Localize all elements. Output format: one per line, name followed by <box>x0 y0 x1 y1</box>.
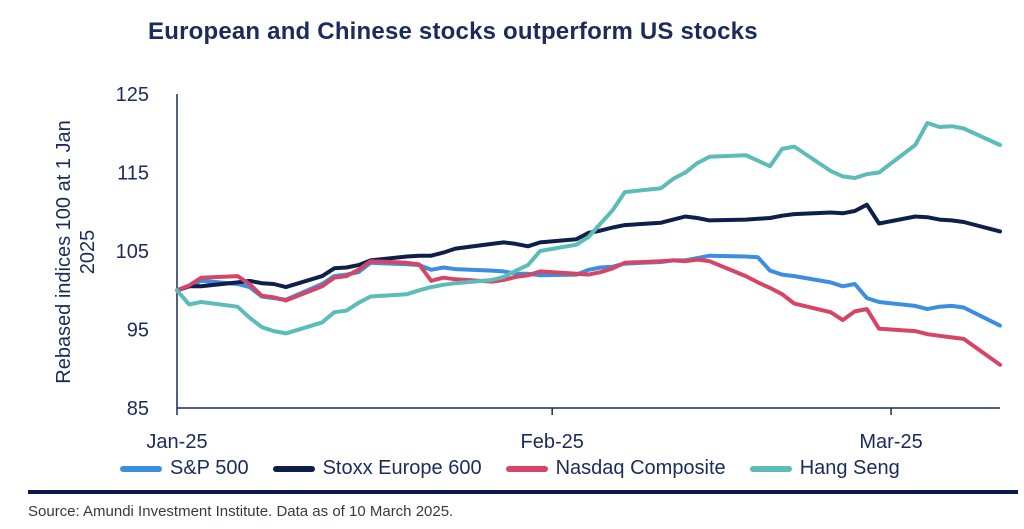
series-line-stoxx-europe-600 <box>175 202 1002 293</box>
legend-item-nasdaq-composite: Nasdaq Composite <box>505 457 726 480</box>
y-axis-label: Rebased indices 100 at 1 Jan 2025 <box>53 120 99 384</box>
legend: S&P 500 Stoxx Europe 600 Nasdaq Composite H… <box>120 457 900 480</box>
series-line-hang-seng <box>175 121 1002 336</box>
y-tick-label: 105 <box>116 241 149 263</box>
y-axis-label-line-2: 2025 <box>77 230 99 275</box>
series-lines <box>175 121 1002 367</box>
legend-label: Stoxx Europe 600 <box>322 457 482 479</box>
legend-swatch <box>272 465 315 472</box>
chart-title: European and Chinese stocks outperform U… <box>148 18 758 45</box>
legend-item-hang-seng: Hang Seng <box>749 457 900 480</box>
y-tick-label: 95 <box>127 320 149 342</box>
y-tick-label: 85 <box>127 398 149 420</box>
line-chart: Rebased indices 100 at 1 Jan 2025 125 115… <box>53 84 1002 453</box>
series-line-nasdaq-composite <box>175 257 1002 367</box>
legend-swatch <box>120 465 162 472</box>
x-tick-label: Feb-25 <box>521 431 584 453</box>
legend-item-s-p-500: S&P 500 <box>120 457 249 480</box>
legend-label: S&P 500 <box>170 457 249 479</box>
x-tick-label: Jan-25 <box>146 431 207 453</box>
footer-divider <box>28 490 1018 494</box>
source-note: Source: Amundi Investment Institute. Dat… <box>28 503 454 520</box>
y-tick-label: 115 <box>117 163 149 185</box>
legend-item-stoxx-europe-600: Stoxx Europe 600 <box>272 457 482 480</box>
x-tick-label: Mar-25 <box>859 431 922 453</box>
legend-label: Hang Seng <box>799 457 900 479</box>
legend-swatch <box>749 465 792 472</box>
legend-label: Nasdaq Composite <box>555 457 726 479</box>
y-tick-label: 125 <box>116 84 149 106</box>
legend-swatch <box>505 465 548 472</box>
series-line-s-p-500 <box>175 253 1002 328</box>
y-axis-ticks: 125 115 105 95 85 <box>116 84 149 420</box>
y-axis-label-line-1: Rebased indices 100 at 1 Jan <box>53 120 75 384</box>
x-axis: Jan-25 Feb-25 Mar-25 <box>146 94 1000 453</box>
